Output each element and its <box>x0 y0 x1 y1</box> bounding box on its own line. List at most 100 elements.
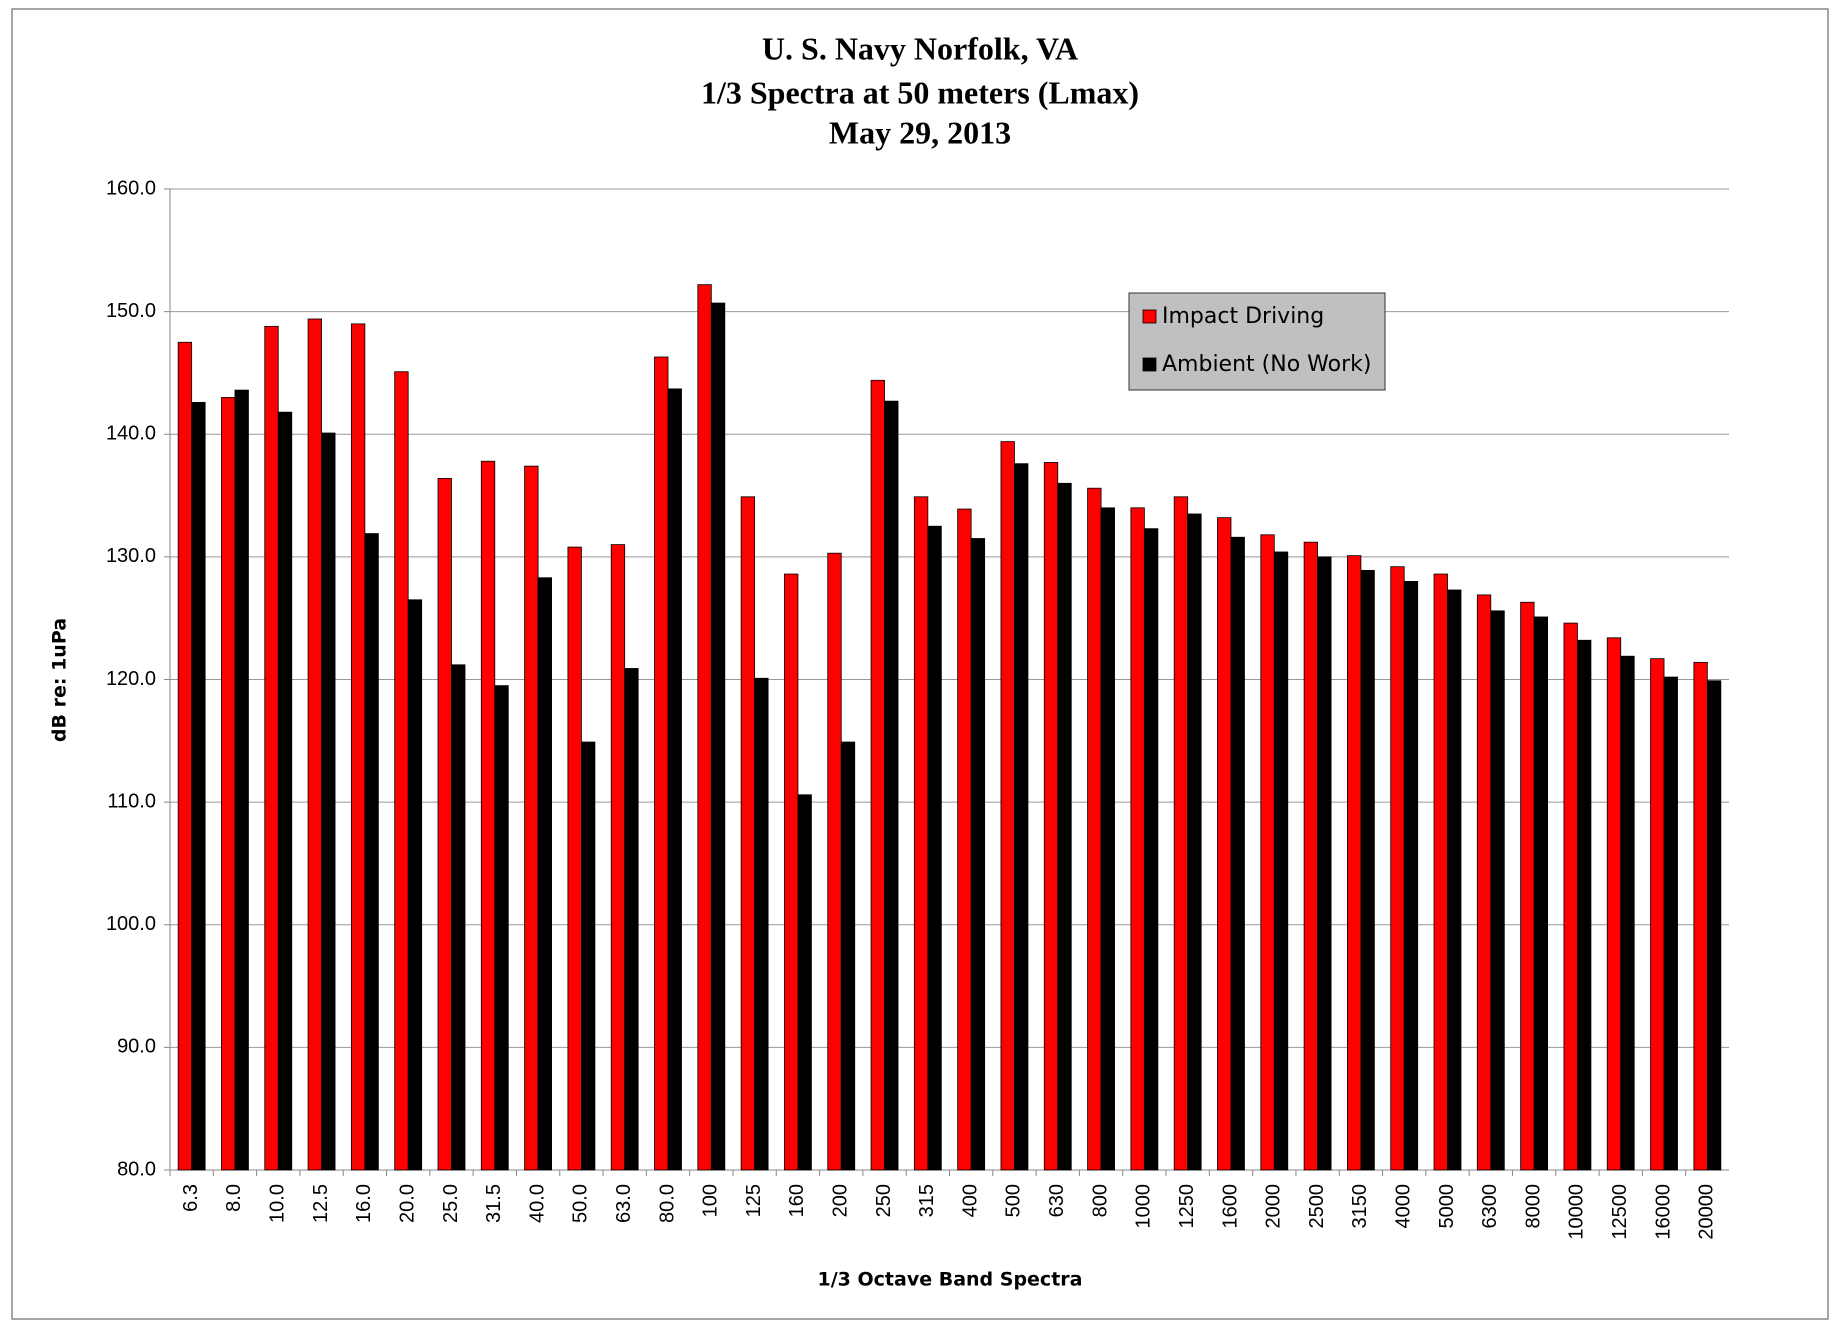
x-tick-label: 1600 <box>1219 1184 1241 1229</box>
bar <box>1447 589 1462 1171</box>
legend-box <box>1128 292 1386 391</box>
bar <box>307 318 322 1171</box>
x-tick-label: 800 <box>1089 1184 1111 1217</box>
x-tick-label: 31.5 <box>483 1184 505 1223</box>
x-tick-label: 400 <box>959 1184 981 1217</box>
x-tick-label: 10.0 <box>267 1184 289 1223</box>
x-tick-label: 160 <box>786 1184 808 1217</box>
bar <box>970 538 986 1171</box>
x-tick-label: 3150 <box>1349 1184 1371 1229</box>
bar <box>581 741 596 1171</box>
x-tick-label: 5000 <box>1436 1184 1458 1229</box>
bar <box>321 432 336 1171</box>
x-tick-label: 630 <box>1046 1184 1068 1217</box>
bar <box>1187 513 1202 1171</box>
x-axis-title: 1/3 Octave Band Spectra <box>818 1269 1083 1291</box>
x-tick-label: 6300 <box>1479 1184 1501 1229</box>
x-tick-label: 100 <box>700 1184 722 1217</box>
bar <box>697 284 712 1171</box>
x-tick-label: 16000 <box>1652 1184 1674 1240</box>
bar <box>1014 463 1029 1171</box>
bar <box>191 401 206 1171</box>
bar <box>1043 462 1059 1171</box>
bar <box>407 599 423 1171</box>
legend-swatch <box>1142 357 1157 372</box>
bar <box>797 794 812 1171</box>
bar <box>840 741 856 1171</box>
x-tick-label: 200 <box>830 1184 852 1217</box>
bar <box>610 544 626 1171</box>
x-tick-label: 10000 <box>1566 1184 1588 1240</box>
bar <box>784 573 799 1171</box>
bar <box>1476 594 1492 1171</box>
bar <box>567 546 582 1171</box>
bar <box>1087 487 1102 1171</box>
bar <box>667 388 682 1171</box>
bar <box>494 685 509 1171</box>
bar <box>1563 622 1578 1171</box>
bar <box>1533 616 1549 1171</box>
x-tick-label: 1250 <box>1176 1184 1198 1229</box>
bar <box>1303 541 1318 1171</box>
bar <box>870 379 885 1171</box>
bar <box>1230 536 1245 1171</box>
bar <box>277 411 293 1171</box>
chart-title: 1/3 Spectra at 50 meters (Lmax) <box>701 74 1139 110</box>
y-tick-label: 110.0 <box>107 790 156 812</box>
x-tick-label: 125 <box>743 1184 765 1217</box>
x-tick-label: 20.0 <box>396 1184 418 1223</box>
bar <box>364 533 379 1171</box>
bar <box>1490 610 1505 1171</box>
bar <box>1347 555 1362 1171</box>
bar <box>1260 534 1275 1171</box>
x-tick-label: 250 <box>873 1184 895 1217</box>
bar <box>884 400 899 1171</box>
legend-label: Ambient (No Work) <box>1162 352 1371 377</box>
x-tick-label: 315 <box>916 1184 938 1217</box>
y-tick-label: 140.0 <box>106 423 156 445</box>
x-tick-label: 2000 <box>1263 1184 1285 1229</box>
bar <box>1403 581 1419 1171</box>
x-tick-label: 4000 <box>1392 1184 1414 1229</box>
bar <box>524 465 539 1171</box>
bar <box>957 508 972 1171</box>
bar <box>654 356 669 1171</box>
chart-title: U. S. Navy Norfolk, VA <box>762 30 1078 66</box>
bar <box>234 389 249 1171</box>
chart-title: May 29, 2013 <box>829 114 1011 150</box>
y-tick-label: 160.0 <box>106 177 156 199</box>
bar <box>1606 637 1622 1171</box>
x-tick-label: 16.0 <box>353 1184 375 1223</box>
bar <box>1390 566 1405 1171</box>
bar <box>927 525 942 1171</box>
bar <box>480 460 496 1171</box>
x-tick-label: 8000 <box>1522 1184 1544 1229</box>
y-tick-label: 120.0 <box>106 668 156 690</box>
bar <box>451 664 466 1171</box>
bar <box>1143 528 1159 1171</box>
x-tick-label: 1000 <box>1133 1184 1155 1229</box>
x-tick-label: 8.0 <box>223 1184 245 1212</box>
bar <box>1706 680 1722 1171</box>
y-axis-title: dB re: 1uPa <box>49 618 71 742</box>
bar <box>827 552 842 1171</box>
bar <box>1000 441 1015 1171</box>
y-tick-label: 80.0 <box>117 1158 156 1180</box>
bar <box>1620 655 1635 1171</box>
bar <box>1057 482 1072 1171</box>
bar <box>1693 661 1708 1171</box>
x-tick-label: 80.0 <box>656 1184 678 1223</box>
bar <box>1433 573 1448 1171</box>
bar <box>1130 507 1145 1171</box>
bar <box>710 302 726 1171</box>
bar <box>1273 551 1289 1171</box>
bar <box>1360 569 1375 1171</box>
x-tick-label: 2500 <box>1306 1184 1328 1229</box>
bar <box>1173 496 1189 1171</box>
bar <box>1317 556 1332 1171</box>
bar <box>537 577 552 1171</box>
x-tick-label: 50.0 <box>570 1184 592 1223</box>
x-tick-label: 20000 <box>1696 1184 1718 1240</box>
bar <box>350 323 366 1171</box>
bar <box>221 397 236 1171</box>
